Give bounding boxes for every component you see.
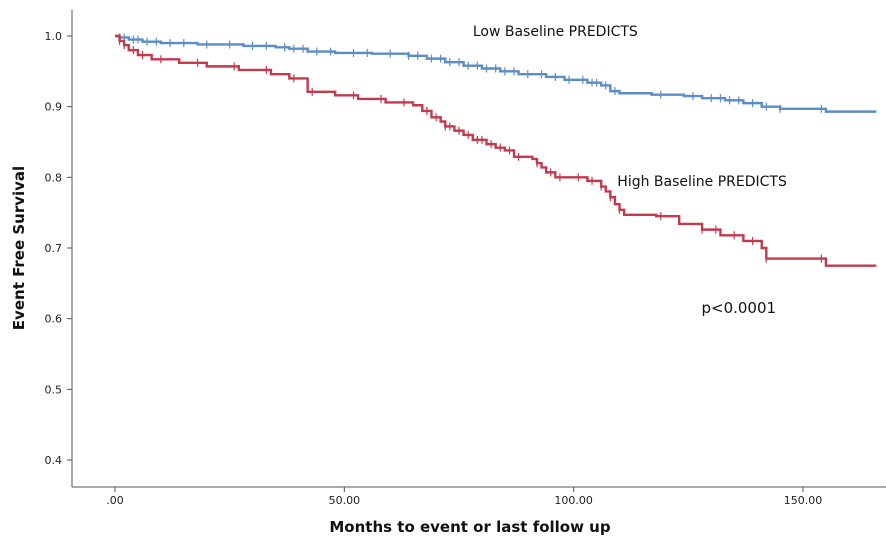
y-tick-label: 0.8 — [45, 171, 63, 184]
x-tick-label: .00 — [106, 494, 124, 507]
y-tick-label: 1.0 — [45, 30, 63, 43]
x-axis-title: Months to event or last follow up — [329, 518, 610, 536]
y-tick-label: 0.5 — [45, 383, 63, 396]
y-tick-label: 0.7 — [45, 242, 63, 255]
series-low-baseline — [115, 33, 877, 113]
x-tick-label: 50.00 — [329, 494, 361, 507]
high-baseline-label: High Baseline PREDICTS — [617, 174, 787, 190]
series-high-baseline — [115, 34, 877, 267]
y-axis-title: Event Free Survival — [10, 166, 28, 330]
series-layer — [115, 33, 877, 267]
y-tick-label: 0.9 — [45, 101, 63, 114]
y-tick-label: 0.6 — [45, 313, 63, 326]
y-tick-label: 0.4 — [45, 454, 63, 467]
x-tick-label: 100.00 — [554, 494, 593, 507]
p-value-label: p<0.0001 — [701, 299, 776, 317]
x-tick-label: 150.00 — [784, 494, 823, 507]
axes: 1.0 0.9 0.8 0.7 0.6 0.5 0.4 .00 50.00 100.00 150.0… — [45, 10, 886, 507]
low-baseline-label: Low Baseline PREDICTS — [473, 24, 638, 40]
annotations: Low Baseline PREDICTS High Baseline PREDI… — [473, 24, 787, 317]
survival-step-line — [115, 34, 877, 113]
